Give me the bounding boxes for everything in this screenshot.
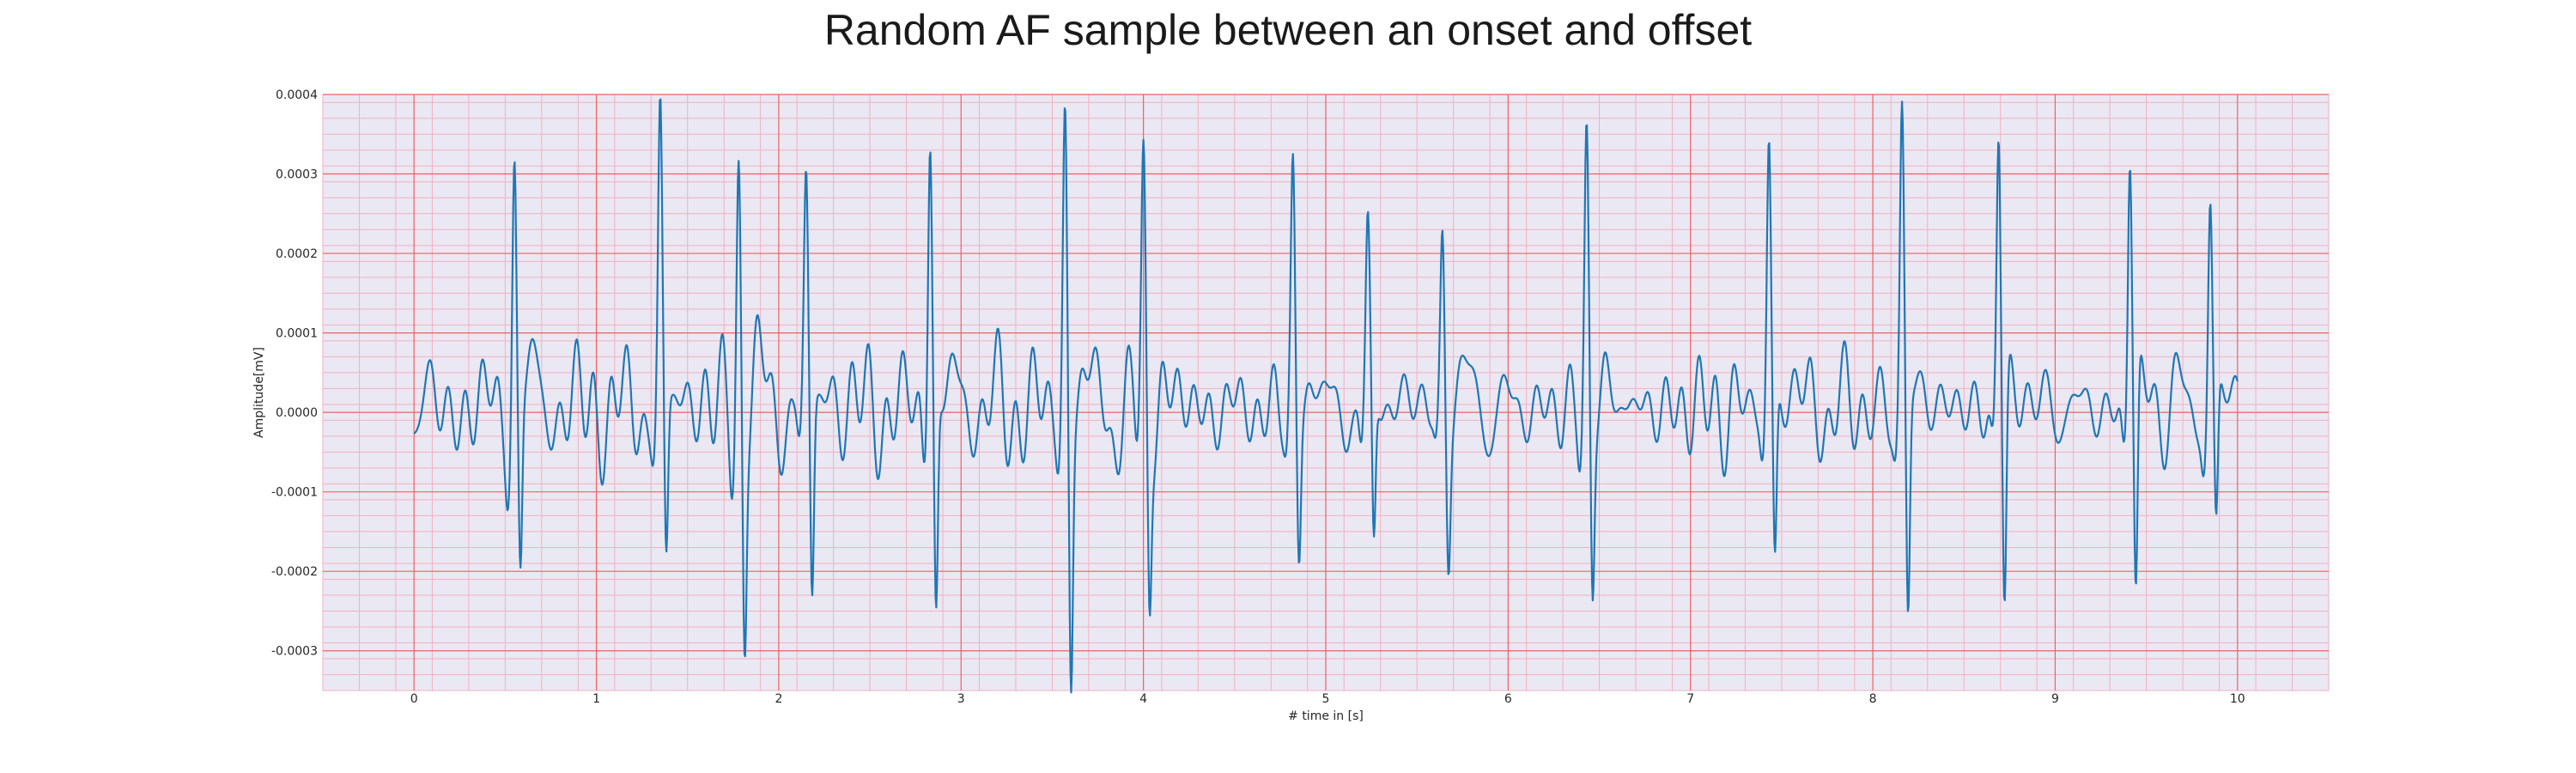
y-tick-label: -0.0001 — [271, 486, 318, 500]
x-tick-label: 4 — [1139, 692, 1147, 706]
x-tick-label: 6 — [1504, 692, 1512, 706]
x-axis-label: # time in [s] — [1288, 709, 1364, 723]
x-tick-label: 9 — [2051, 692, 2059, 706]
x-tick-label: 5 — [1322, 692, 1330, 706]
chart-title: Random AF sample between an onset and of… — [823, 6, 1753, 54]
y-tick-label: 0.0004 — [276, 88, 318, 102]
y-tick-label: -0.0002 — [271, 565, 318, 579]
x-tick-label: 0 — [410, 692, 418, 706]
y-tick-label: 0.0001 — [276, 327, 318, 341]
y-tick-labels: -0.0003 -0.0002 -0.0001 0.0000 0.0001 0.0002 0… — [271, 88, 318, 659]
x-tick-label: 1 — [592, 692, 600, 706]
ecg-series-line — [413, 98, 2239, 694]
x-tick-label: 3 — [957, 692, 965, 706]
x-tick-label: 10 — [2230, 692, 2245, 706]
y-axis-label: Amplitude[mV] — [252, 347, 266, 438]
x-tick-label: 8 — [1869, 692, 1877, 706]
y-tick-label: 0.0000 — [276, 406, 318, 420]
x-tick-label: 7 — [1686, 692, 1694, 706]
x-tick-labels: 0 1 2 3 4 5 6 7 8 9 10 — [410, 692, 2245, 706]
x-tick-label: 2 — [775, 692, 782, 706]
y-tick-label: -0.0003 — [271, 645, 318, 659]
y-tick-label: 0.0002 — [276, 247, 318, 261]
y-tick-label: 0.0003 — [276, 168, 318, 182]
